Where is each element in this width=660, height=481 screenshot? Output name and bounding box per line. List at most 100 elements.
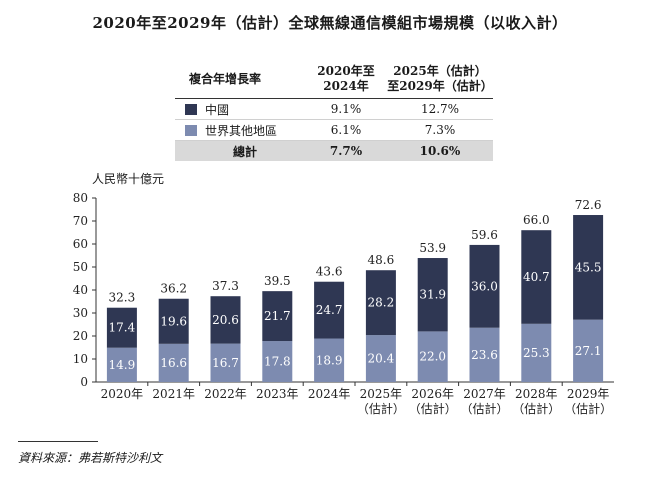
data-label-rest-of-world: 22.0	[419, 350, 446, 364]
x-tick-label: 2028年	[515, 387, 558, 401]
bar-rest-of-world	[521, 323, 552, 382]
bar-china	[158, 298, 189, 344]
data-label-rest-of-world: 16.7	[212, 356, 239, 370]
bar-china	[262, 291, 293, 342]
y-tick-label: 80	[73, 191, 88, 205]
x-tick-label: 2027年	[463, 387, 506, 401]
bar-rest-of-world	[469, 327, 500, 382]
x-tick-label: 2021年	[152, 387, 195, 401]
x-tick-label: （估計）	[564, 401, 612, 416]
cagr-col2-line2: 至2029年（估計）	[387, 79, 493, 93]
x-tick-label: 2029年	[567, 387, 610, 401]
cagr-value: 12.7%	[387, 98, 493, 120]
cagr-total-label: 總計	[175, 140, 305, 161]
cagr-row-rest: 世界其他地區 6.1% 7.3%	[175, 119, 493, 141]
cagr-row-total: 總計 7.7% 10.6%	[175, 140, 493, 161]
data-label-total: 48.6	[368, 253, 395, 267]
cagr-col1-header: 2020年至 2024年	[305, 60, 387, 99]
bar-rest-of-world	[106, 347, 137, 382]
cagr-row-name: 中國	[175, 98, 305, 120]
data-label-total: 37.3	[212, 279, 239, 293]
bar-rest-of-world	[210, 343, 241, 382]
bar-china	[106, 307, 137, 348]
bar-rest-of-world	[314, 338, 345, 382]
y-tick-label: 40	[73, 283, 88, 297]
data-label-china: 40.7	[523, 270, 550, 284]
data-label-rest-of-world: 23.6	[471, 348, 498, 362]
y-tick-label: 50	[73, 260, 88, 274]
data-label-total: 32.3	[109, 291, 136, 305]
data-label-china: 45.5	[575, 260, 602, 274]
bar-china	[417, 258, 448, 332]
x-tick-label: 2020年	[101, 387, 144, 401]
data-label-rest-of-world: 16.6	[160, 356, 187, 370]
y-tick-label: 0	[80, 375, 88, 389]
cagr-value: 6.1%	[305, 119, 387, 141]
cagr-value: 9.1%	[305, 98, 387, 120]
data-label-china: 19.6	[160, 314, 187, 328]
x-tick-label: （估計）	[512, 401, 560, 416]
data-label-rest-of-world: 25.3	[523, 346, 550, 360]
cagr-col1-line2: 2024年	[323, 79, 369, 93]
y-tick-label: 30	[73, 306, 88, 320]
data-label-china: 20.6	[212, 313, 239, 327]
legend-swatch-china	[185, 103, 197, 115]
cagr-header-label: 複合年增長率	[175, 60, 305, 99]
source-note: 資料來源：弗若斯特沙利文	[18, 451, 163, 465]
cagr-col1-line1: 2020年至	[317, 64, 375, 78]
bar-china	[365, 270, 396, 336]
y-tick-label: 10	[73, 352, 88, 366]
legend-label-rest: 世界其他地區	[205, 123, 278, 138]
data-label-rest-of-world: 14.9	[109, 358, 136, 372]
bar-rest-of-world	[573, 319, 604, 382]
legend-label-china: 中國	[205, 102, 230, 117]
x-tick-label: 2026年	[411, 387, 454, 401]
chart-title: 2020年至2029年（估計）全球無線通信模組市場規模（以收入計）	[92, 14, 568, 32]
bar-rest-of-world	[417, 331, 448, 382]
data-label-total: 36.2	[160, 282, 187, 296]
data-label-rest-of-world: 18.9	[316, 353, 343, 367]
bar-china	[210, 296, 241, 344]
bar-china	[521, 230, 552, 324]
bar-rest-of-world	[365, 335, 396, 382]
x-tick-label: （估計）	[460, 401, 508, 416]
y-tick-label: 20	[73, 329, 88, 343]
cagr-row-name: 世界其他地區	[175, 119, 305, 141]
cagr-col2-line1: 2025年（估計）	[393, 64, 487, 78]
bar-china	[314, 281, 345, 339]
x-tick-label: 2022年	[204, 387, 247, 401]
data-label-china: 17.4	[109, 321, 136, 335]
y-axis-unit-label: 人民幣十億元	[92, 172, 165, 186]
data-label-rest-of-world: 27.1	[575, 344, 602, 358]
data-label-total: 53.9	[419, 241, 446, 255]
cagr-table: 複合年增長率 2020年至 2024年 2025年（估計） 至2029年（估計）…	[175, 60, 493, 161]
data-label-rest-of-world: 20.4	[368, 352, 395, 366]
data-label-total: 43.6	[316, 265, 343, 279]
x-tick-label: 2023年	[256, 387, 299, 401]
data-label-total: 39.5	[264, 274, 291, 288]
cagr-value: 10.6%	[387, 140, 493, 161]
x-tick-label: （估計）	[409, 401, 457, 416]
x-tick-label: 2025年	[360, 387, 403, 401]
bar-rest-of-world	[158, 343, 189, 382]
data-label-china: 24.7	[316, 303, 343, 317]
data-label-total: 59.6	[471, 228, 498, 242]
cagr-value: 7.3%	[387, 119, 493, 141]
bar-rest-of-world	[262, 341, 293, 382]
data-label-china: 36.0	[471, 279, 498, 293]
data-label-rest-of-world: 17.8	[264, 355, 291, 369]
legend-swatch-rest	[185, 124, 197, 136]
bar-china	[469, 244, 500, 328]
data-label-china: 28.2	[368, 296, 395, 310]
data-label-total: 72.6	[575, 198, 602, 212]
cagr-col2-header: 2025年（估計） 至2029年（估計）	[387, 60, 493, 99]
bar-china	[573, 215, 604, 320]
y-tick-label: 60	[73, 237, 88, 251]
y-tick-label: 70	[73, 214, 88, 228]
x-tick-label: （估計）	[357, 401, 405, 416]
cagr-value: 7.7%	[305, 140, 387, 161]
data-label-china: 31.9	[419, 288, 446, 302]
x-tick-label: 2024年	[308, 387, 351, 401]
cagr-row-china: 中國 9.1% 12.7%	[175, 98, 493, 120]
